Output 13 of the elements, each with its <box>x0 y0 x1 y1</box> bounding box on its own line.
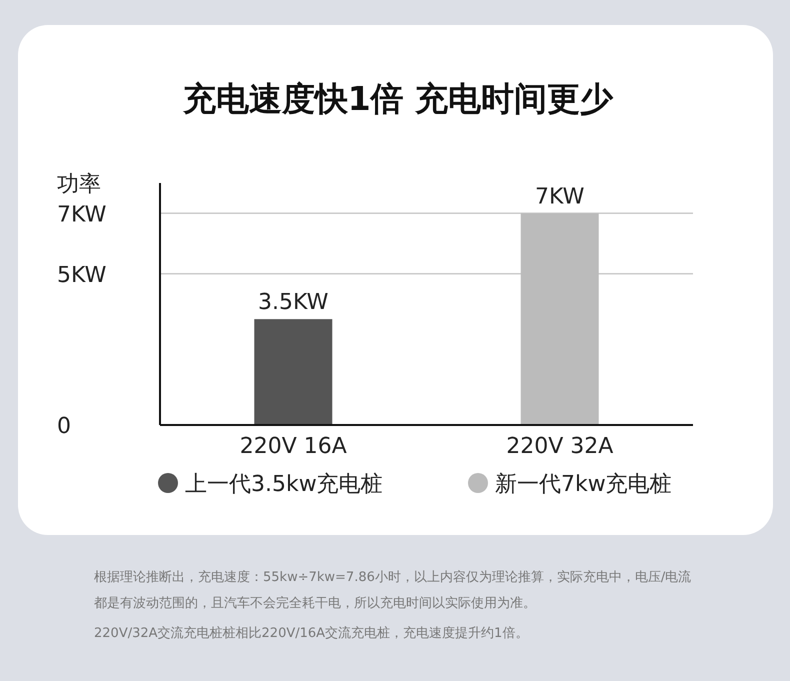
chart-title: 充电速度快1倍 充电时间更少 <box>182 79 614 118</box>
legend-label: 新一代7kw充电桩 <box>495 472 672 497</box>
y-tick-label: 5KW <box>57 262 107 288</box>
data-label: 7KW <box>535 184 585 210</box>
text: 220V/32A交流充电桩桩相比220V/16A交流充电桩，充电速度提升约1倍。 <box>94 625 530 643</box>
x-tick-label: 220V 32A <box>506 434 614 459</box>
y-axis-title: 功率 <box>57 172 101 197</box>
x-tick-label: 220V 16A <box>240 434 347 459</box>
y-tick-label: 0 <box>57 414 71 439</box>
text: 根据理论推断出，充电速度：55kw÷7kw=7.86小时，以上内容仅为理论推算，实际充电中，电压/电流都是有波动范围的，且汽车不会完全耗干电，所以充电时间以实际使用为准。 <box>94 569 692 613</box>
data-label: 3.5KW <box>258 290 329 316</box>
y-tick-label: 7KW <box>57 202 107 228</box>
legend-label: 上一代3.5kw充电桩 <box>185 472 383 497</box>
